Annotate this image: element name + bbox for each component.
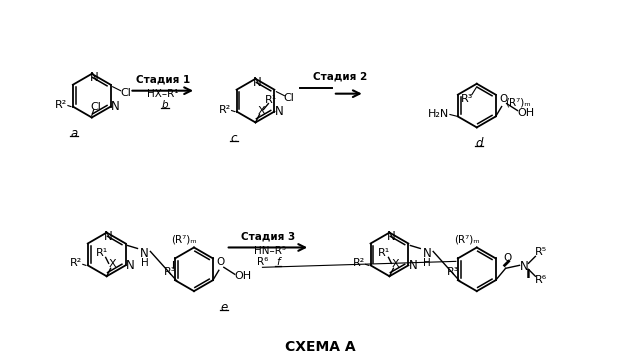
Text: H: H xyxy=(423,258,431,268)
Text: N: N xyxy=(140,247,148,260)
Text: (R⁷)ₘ: (R⁷)ₘ xyxy=(505,98,531,108)
Text: HN–R⁵: HN–R⁵ xyxy=(254,246,286,256)
Text: Cl: Cl xyxy=(120,88,131,98)
Text: R³: R³ xyxy=(164,267,176,277)
Text: R²: R² xyxy=(219,104,231,115)
Text: R¹: R¹ xyxy=(95,248,108,258)
Text: N: N xyxy=(253,76,262,89)
Text: R¹: R¹ xyxy=(378,248,390,258)
Text: N: N xyxy=(126,259,135,272)
Text: d: d xyxy=(475,137,483,150)
Text: X: X xyxy=(392,259,399,269)
Text: N: N xyxy=(111,100,120,113)
Text: (R⁷)ₘ: (R⁷)ₘ xyxy=(454,234,479,244)
Text: O: O xyxy=(217,257,225,267)
Text: (R⁷)ₘ: (R⁷)ₘ xyxy=(172,234,197,244)
Text: Cl: Cl xyxy=(90,102,101,112)
Text: OH: OH xyxy=(517,108,534,117)
Text: X: X xyxy=(258,106,265,116)
Text: O: O xyxy=(499,94,508,104)
Text: e: e xyxy=(220,300,227,313)
Text: Стадия 2: Стадия 2 xyxy=(313,72,367,82)
Text: N: N xyxy=(275,105,284,118)
Text: f: f xyxy=(276,257,280,267)
Text: Cl: Cl xyxy=(284,93,295,103)
Text: R²: R² xyxy=(70,258,82,268)
Text: N: N xyxy=(387,230,396,243)
Text: a: a xyxy=(70,127,77,140)
Text: Стадия 3: Стадия 3 xyxy=(241,232,295,242)
Text: O: O xyxy=(504,253,512,264)
Text: H: H xyxy=(141,258,148,268)
Text: R²: R² xyxy=(353,258,365,268)
Text: N: N xyxy=(409,259,418,272)
Text: N: N xyxy=(520,260,529,273)
Text: c: c xyxy=(230,132,237,145)
Text: OH: OH xyxy=(234,271,252,281)
Text: N: N xyxy=(90,71,98,84)
Text: N: N xyxy=(423,247,431,260)
Text: X: X xyxy=(109,259,116,269)
Text: N: N xyxy=(104,230,113,243)
Text: HX–R¹: HX–R¹ xyxy=(147,89,179,99)
Text: H₂N: H₂N xyxy=(428,108,449,118)
Text: b: b xyxy=(161,99,168,109)
Text: R⁶: R⁶ xyxy=(535,275,547,285)
Text: R¹: R¹ xyxy=(265,95,278,104)
Text: Стадия 1: Стадия 1 xyxy=(136,75,190,85)
Text: R³: R³ xyxy=(461,94,473,104)
Text: R³: R³ xyxy=(447,267,459,277)
Text: СХЕМА А: СХЕМА А xyxy=(285,340,355,354)
Text: R²: R² xyxy=(55,99,67,109)
Text: R⁵: R⁵ xyxy=(535,247,547,257)
Text: I: I xyxy=(526,268,531,281)
Text: R⁶: R⁶ xyxy=(257,257,269,267)
